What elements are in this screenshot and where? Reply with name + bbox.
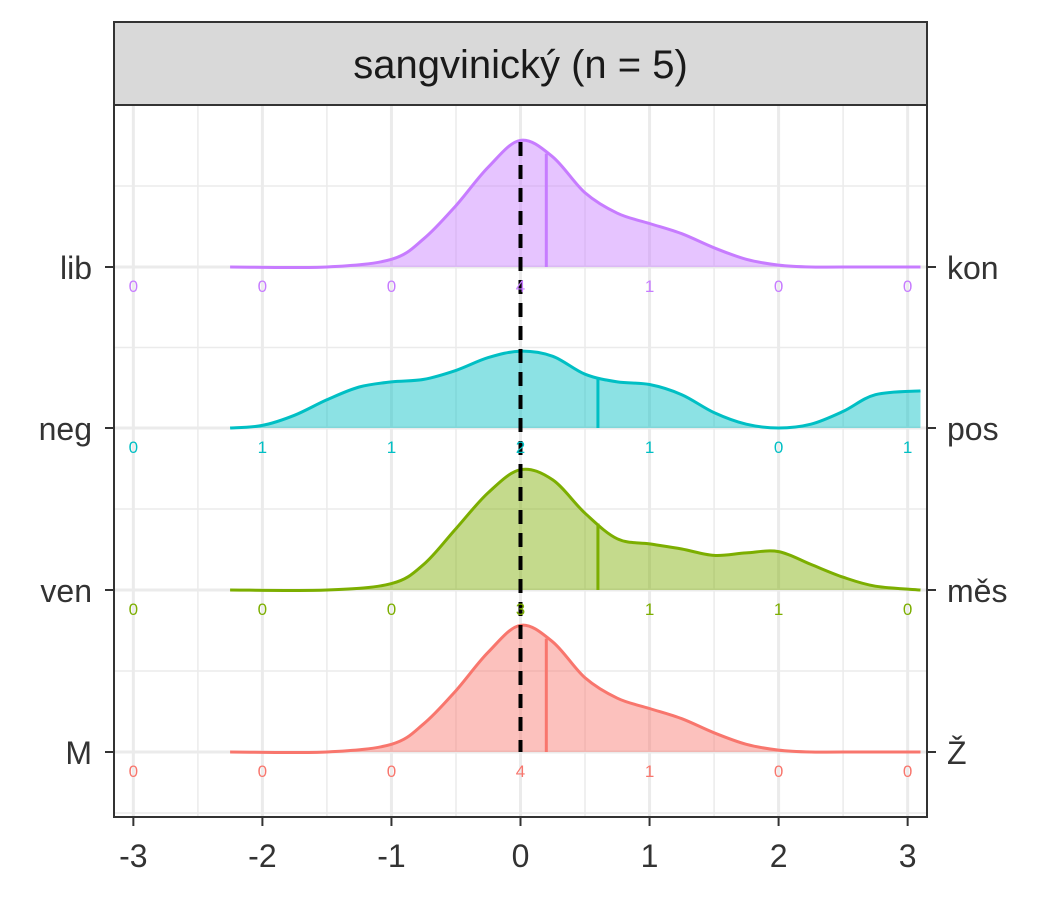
x-tick-label: 1 — [641, 838, 659, 874]
count-label: 0 — [387, 277, 396, 296]
ridge-line — [230, 623, 921, 755]
ridge-area — [230, 140, 921, 268]
count-label: 0 — [774, 277, 783, 296]
y-label-left-M: M — [65, 735, 92, 771]
ridge-area — [230, 469, 921, 591]
count-label: 0 — [903, 600, 912, 619]
ridge-area — [230, 351, 921, 428]
count-label: 0 — [903, 762, 912, 781]
y-label-left-lib: lib — [60, 250, 92, 286]
x-tick-label: 0 — [512, 838, 530, 874]
y-label-right-měs: měs — [947, 573, 1007, 609]
count-label: 0 — [129, 277, 138, 296]
count-label: 0 — [903, 277, 912, 296]
facet-title: sangvinický (n = 5) — [353, 43, 688, 87]
ridge-lib-kon — [230, 138, 921, 270]
density-ridges — [229, 138, 921, 755]
y-label-right-kon: kon — [947, 250, 999, 286]
count-label: 0 — [129, 600, 138, 619]
count-label: 0 — [129, 762, 138, 781]
count-label: 1 — [774, 600, 783, 619]
count-label: 0 — [387, 762, 396, 781]
count-label: 0 — [129, 438, 138, 457]
count-label: 1 — [903, 438, 912, 457]
count-labels: 0 0 0 4 1 0 0 0 0 0 3 1 1 0 0 1 1 2 1 0 1 0 0 0 4 1 0 0 — [129, 277, 913, 781]
y-label-left-ven: ven — [40, 573, 92, 609]
count-label: 4 — [516, 762, 525, 781]
count-label: 4 — [516, 277, 525, 296]
x-tick-label: 3 — [899, 838, 917, 874]
count-label: 0 — [258, 600, 267, 619]
count-label: 1 — [645, 277, 654, 296]
count-label: 0 — [387, 600, 396, 619]
count-label: 3 — [516, 600, 525, 619]
count-label: 0 — [774, 762, 783, 781]
x-tick-label: 2 — [770, 838, 788, 874]
count-label: 0 — [258, 277, 267, 296]
ridge-neg-pos — [229, 349, 921, 430]
y-label-right-pos: pos — [947, 411, 999, 447]
ridge-line — [230, 138, 921, 270]
y-label-right-Ž: Ž — [947, 735, 967, 771]
x-axis: -3 -2 -1 0 1 2 3 — [119, 817, 917, 874]
x-tick-label: -1 — [377, 838, 405, 874]
count-label: 1 — [258, 438, 267, 457]
x-tick-label: -3 — [119, 838, 147, 874]
facet-strip: sangvinický (n = 5) — [113, 21, 928, 106]
count-label: 1 — [645, 762, 654, 781]
ridge-area — [230, 625, 921, 753]
x-tick-label: -2 — [248, 838, 276, 874]
count-label: 1 — [387, 438, 396, 457]
ridge-ven-měs — [230, 467, 921, 592]
count-label: 2 — [516, 438, 525, 457]
y-label-left-neg: neg — [39, 411, 92, 447]
ridge-line — [229, 349, 921, 430]
ridge-M-Ž — [230, 623, 921, 755]
count-label: 1 — [645, 600, 654, 619]
count-label: 0 — [258, 762, 267, 781]
count-label: 0 — [774, 438, 783, 457]
count-label: 1 — [645, 438, 654, 457]
ridge-line — [230, 467, 921, 592]
